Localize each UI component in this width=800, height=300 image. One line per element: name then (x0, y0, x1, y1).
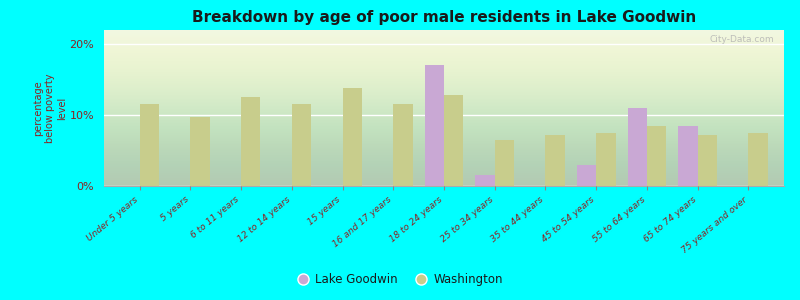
Bar (577, 165, 596, 186)
Bar (628, 108, 647, 186)
Bar (394, 104, 413, 186)
Bar (494, 140, 514, 186)
Bar (596, 133, 615, 186)
Bar (292, 104, 311, 186)
Bar (425, 65, 444, 186)
Bar (342, 88, 362, 186)
Bar (647, 126, 666, 186)
Bar (678, 126, 698, 186)
Bar (190, 116, 210, 186)
Title: Breakdown by age of poor male residents in Lake Goodwin: Breakdown by age of poor male residents … (192, 10, 696, 25)
Bar (546, 135, 565, 186)
Bar (698, 135, 717, 186)
Bar (749, 133, 768, 186)
Y-axis label: percentage
below poverty
level: percentage below poverty level (34, 73, 66, 143)
Bar (241, 98, 260, 186)
Bar (139, 104, 159, 186)
Legend: Lake Goodwin, Washington: Lake Goodwin, Washington (293, 269, 507, 291)
Bar (475, 176, 494, 186)
Bar (444, 95, 463, 186)
Text: City-Data.com: City-Data.com (709, 35, 774, 44)
